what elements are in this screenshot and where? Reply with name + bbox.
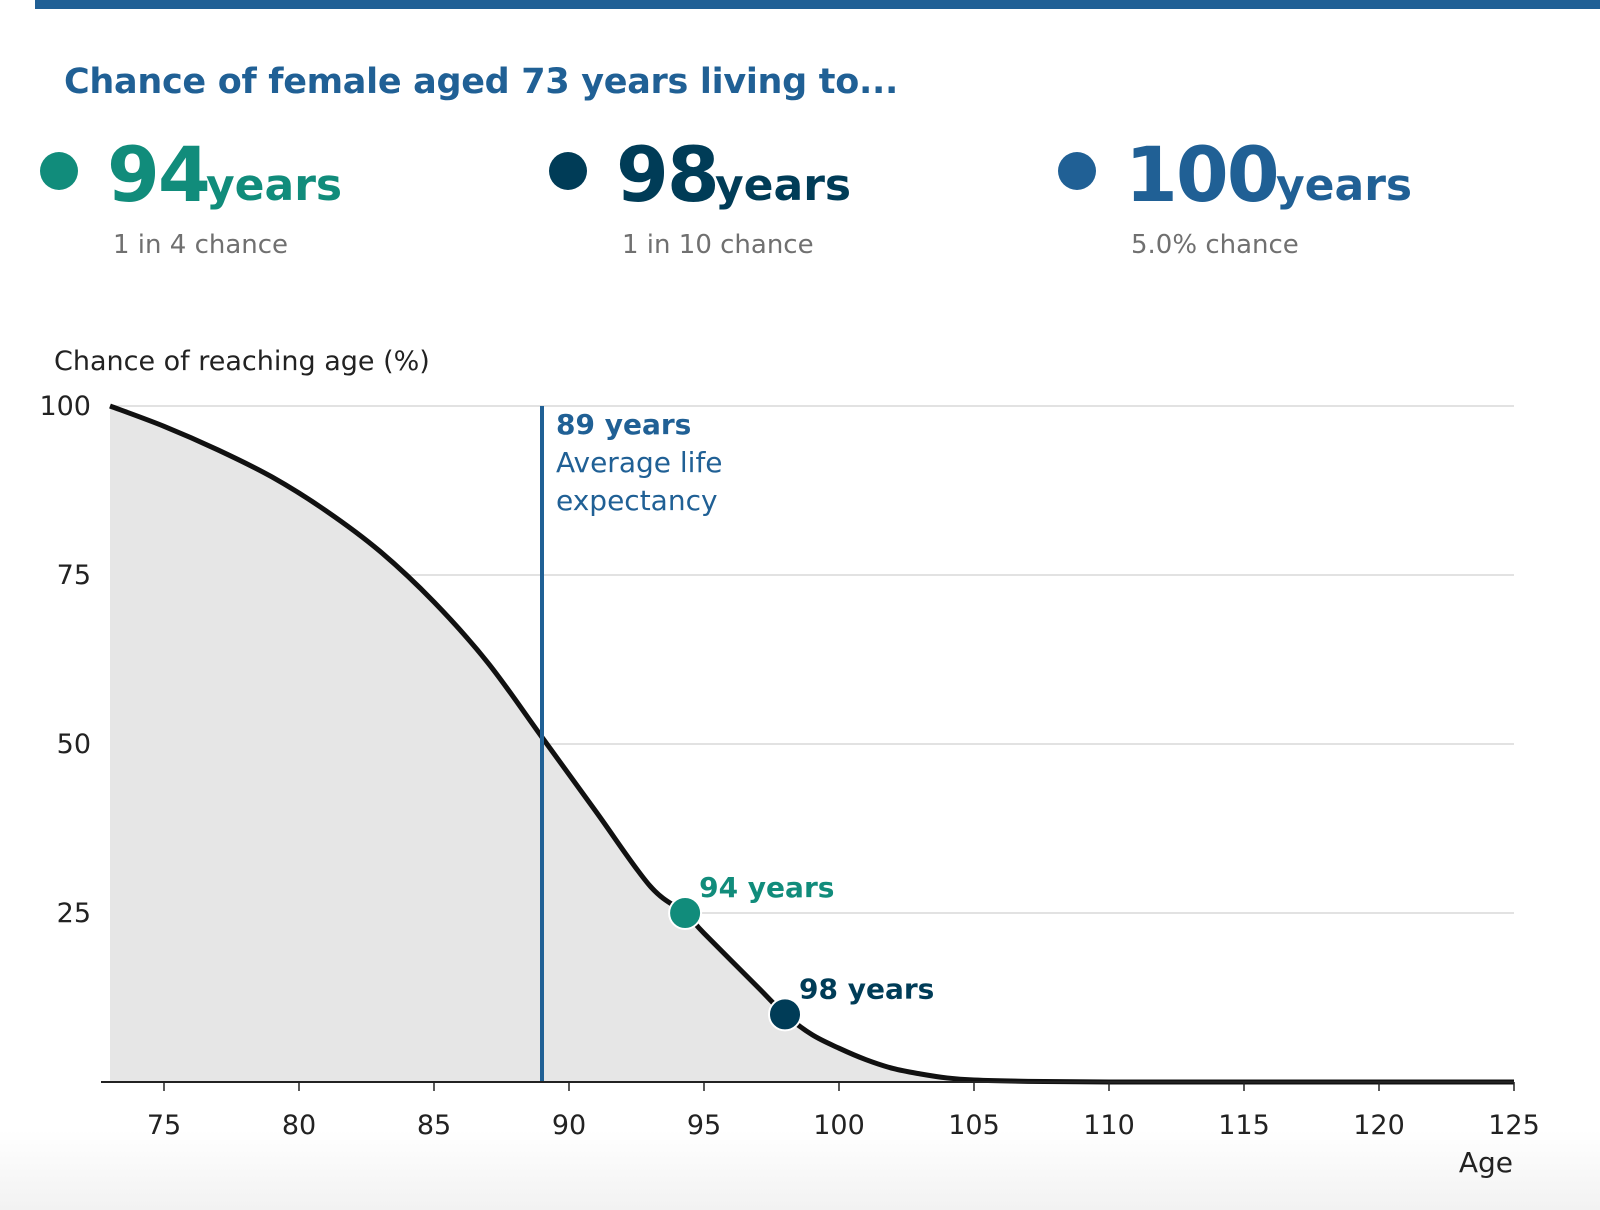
stat-unit: years <box>715 160 852 211</box>
stat-chance: 1 in 4 chance <box>113 230 289 260</box>
x-tick-label: 75 <box>147 1110 181 1141</box>
x-tick-label: 90 <box>552 1110 586 1141</box>
marker-label: 98 years <box>799 972 934 1005</box>
life-expectancy-label: Average life <box>556 446 723 479</box>
x-tick-label: 110 <box>1083 1110 1135 1141</box>
bottom-fade <box>0 1130 1600 1210</box>
stat-chance: 5.0% chance <box>1131 230 1299 260</box>
x-tick-label: 105 <box>948 1110 1000 1141</box>
y-axis-title: Chance of reaching age (%) <box>54 346 430 377</box>
top-accent-bar <box>35 0 1600 9</box>
stat-unit: years <box>1276 160 1413 211</box>
life-expectancy-value: 89 years <box>556 408 691 441</box>
x-tick-label: 80 <box>282 1110 316 1141</box>
stat-dot <box>1058 152 1096 190</box>
stat-unit: years <box>206 160 343 211</box>
stat-age: 100 <box>1125 130 1280 219</box>
y-tick-label: 25 <box>57 898 91 929</box>
stat-age: 98 <box>616 130 720 219</box>
x-axis-title: Age <box>1459 1146 1513 1179</box>
area-fill <box>110 406 1514 1083</box>
marker-label: 94 years <box>699 871 834 904</box>
y-tick-label: 75 <box>57 560 91 591</box>
stat-dot <box>40 152 78 190</box>
x-tick-label: 95 <box>687 1110 721 1141</box>
y-tick-label: 100 <box>39 391 91 422</box>
stat-age: 94 <box>107 130 211 219</box>
x-tick-label: 125 <box>1488 1110 1540 1141</box>
marker-point <box>668 896 703 930</box>
y-tick-label: 50 <box>57 729 91 760</box>
stat-dot <box>549 152 587 190</box>
life-expectancy-label: expectancy <box>556 484 718 517</box>
x-tick-label: 115 <box>1218 1110 1270 1141</box>
x-tick-label: 120 <box>1353 1110 1405 1141</box>
marker-point <box>768 997 802 1032</box>
x-tick-label: 100 <box>813 1110 865 1141</box>
x-tick-label: 85 <box>417 1110 451 1141</box>
stat-chance: 1 in 10 chance <box>622 230 814 260</box>
page-title: Chance of female aged 73 years living to… <box>64 62 898 102</box>
